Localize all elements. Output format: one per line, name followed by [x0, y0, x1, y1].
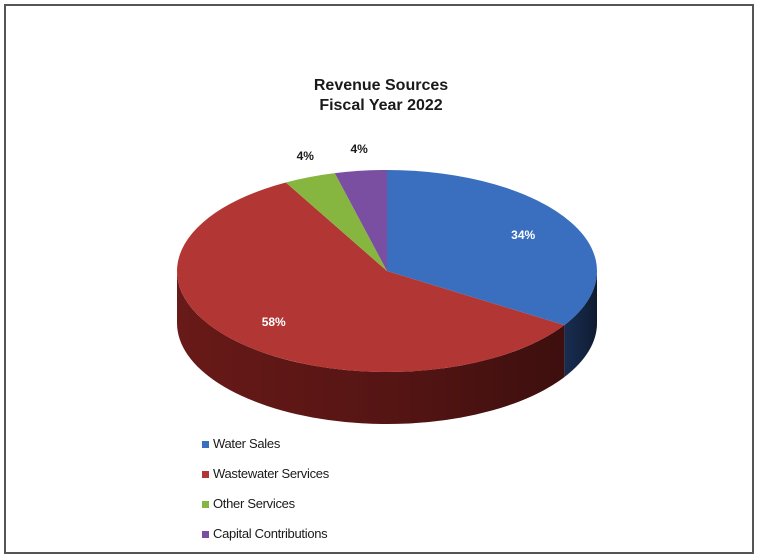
legend-item-other-services: Other Services	[202, 496, 329, 526]
legend-label: Capital Contributions	[213, 526, 328, 541]
legend-label: Other Services	[213, 496, 295, 511]
pie-side-shade	[564, 271, 598, 378]
legend-item-wastewater-services: Wastewater Services	[202, 466, 329, 496]
data-label-other-services: 4%	[297, 149, 315, 163]
data-label-water-sales: 34%	[511, 228, 535, 242]
chart-legend: Water Sales Wastewater Services Other Se…	[202, 436, 329, 556]
pie-slice-wastewater-services	[177, 182, 565, 372]
legend-item-water-sales: Water Sales	[202, 436, 329, 466]
pie-slice-other-services	[285, 173, 387, 271]
legend-swatch	[202, 501, 209, 508]
legend-swatch	[202, 531, 209, 538]
legend-swatch	[202, 471, 209, 478]
legend-item-capital-contributions: Capital Contributions	[202, 526, 329, 556]
legend-label: Water Sales	[213, 436, 281, 451]
pie-chart: 34% 58% 4% 4%	[177, 142, 598, 425]
legend-swatch	[202, 441, 209, 448]
pie-slice-capital-contributions	[334, 169, 387, 271]
chart-title: Revenue Sources	[313, 77, 449, 94]
pie-slice-water-sales	[387, 170, 598, 326]
chart-frame: Revenue Sources Fiscal Year 2022 34% 58% 4…	[4, 4, 754, 554]
legend-label: Wastewater Services	[213, 466, 329, 481]
data-label-capital-contributions: 4%	[351, 142, 369, 156]
data-label-wastewater-services: 58%	[262, 315, 286, 329]
chart-subtitle: Fiscal Year 2022	[319, 97, 443, 114]
pie-side-shade	[177, 271, 565, 425]
